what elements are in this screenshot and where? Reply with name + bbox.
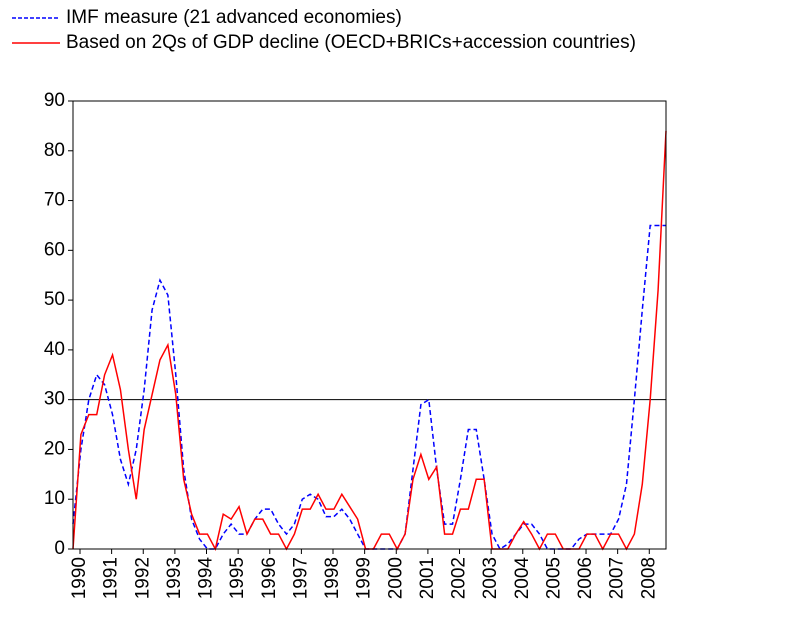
legend-label: IMF measure (21 advanced economies) <box>66 7 402 28</box>
y-tick-label: 20 <box>44 438 65 459</box>
x-tick-label: 1997 <box>290 557 311 599</box>
y-tick-label: 90 <box>44 90 65 111</box>
y-tick-label: 50 <box>44 289 65 310</box>
legend-label: Based on 2Qs of GDP decline (OECD+BRICs+… <box>66 32 636 53</box>
x-tick-label: 2002 <box>449 557 470 599</box>
x-tick-label: 1996 <box>259 557 280 599</box>
y-tick-label: 10 <box>44 488 65 509</box>
x-tick-label: 2008 <box>638 557 659 599</box>
x-tick-label: 1991 <box>101 557 122 599</box>
x-tick-label: 1995 <box>227 557 248 599</box>
x-tick-label: 1993 <box>164 557 185 599</box>
x-tick-label: 1999 <box>354 557 375 599</box>
y-tick-label: 80 <box>44 140 65 161</box>
x-tick-label: 1998 <box>322 557 343 599</box>
x-tick-label: 2007 <box>607 557 628 599</box>
x-tick-label: 2003 <box>480 557 501 599</box>
y-tick-label: 60 <box>44 239 65 260</box>
x-tick-label: 1994 <box>196 557 217 600</box>
x-tick-label: 1992 <box>132 557 153 599</box>
y-tick-label: 70 <box>44 190 65 211</box>
x-tick-label: 2006 <box>575 557 596 599</box>
x-tick-label: 2005 <box>543 557 564 599</box>
x-tick-label: 2004 <box>512 557 533 600</box>
x-tick-label: 2000 <box>385 557 406 599</box>
y-tick-label: 30 <box>44 389 65 410</box>
y-tick-label: 0 <box>54 538 65 559</box>
plot-frame <box>72 100 667 550</box>
x-tick-label: 1990 <box>69 557 90 599</box>
y-tick-label: 40 <box>44 339 65 360</box>
x-tick-label: 2001 <box>417 557 438 599</box>
